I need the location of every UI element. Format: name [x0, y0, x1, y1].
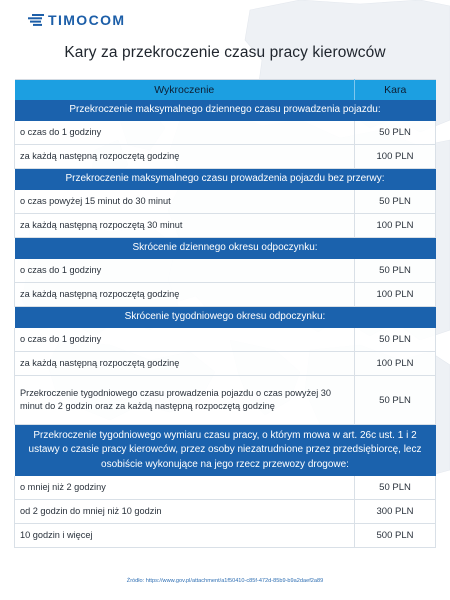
penalty-cell: 100 PLN — [354, 144, 436, 169]
offense-cell: o czas do 1 godziny — [14, 121, 355, 145]
table-row: o czas powyżej 15 minut do 30 minut 50 P… — [14, 190, 436, 214]
offense-cell: o mniej niż 2 godziny — [14, 476, 355, 500]
logo-text: TIMOCOM — [48, 12, 126, 28]
penalties-table: Wykroczenie Kara Przekroczenie maksymaln… — [14, 79, 436, 548]
table-row: za każdą następną rozpoczętą 30 minut 10… — [14, 213, 436, 238]
table-row: za każdą następną rozpoczętą godzinę 100… — [14, 282, 436, 307]
table-row: o mniej niż 2 godziny 50 PLN — [14, 476, 436, 500]
column-header-offense: Wykroczenie — [14, 79, 355, 100]
penalty-cell: 50 PLN — [354, 476, 436, 500]
section-heading-row: Przekroczenie maksymalnego dziennego cza… — [14, 100, 436, 121]
offense-cell: za każdą następną rozpoczętą godzinę — [14, 282, 355, 307]
section-heading: Przekroczenie maksymalnego czasu prowadz… — [14, 168, 436, 190]
table-row: o czas do 1 godziny 50 PLN — [14, 259, 436, 283]
penalty-cell: 100 PLN — [354, 282, 436, 307]
table-row: za każdą następną rozpoczętą godzinę 100… — [14, 144, 436, 169]
penalty-cell: 50 PLN — [354, 328, 436, 352]
penalty-cell: 100 PLN — [354, 351, 436, 376]
offense-cell: 10 godzin i więcej — [14, 523, 355, 548]
penalty-cell: 50 PLN — [354, 190, 436, 214]
logo-lines-icon — [28, 14, 44, 26]
offense-cell: za każdą następną rozpoczętą 30 minut — [14, 213, 355, 238]
offense-cell: Przekroczenie tygodniowego czasu prowadz… — [14, 375, 355, 425]
table-row: za każdą następną rozpoczętą godzinę 100… — [14, 351, 436, 376]
timocom-logo: TIMOCOM — [28, 13, 125, 27]
section-heading: Skrócenie tygodniowego okresu odpoczynku… — [14, 306, 436, 328]
section-heading-row: Przekroczenie tygodniowego wymiaru czasu… — [14, 424, 436, 476]
section-heading-row: Skrócenie tygodniowego okresu odpoczynku… — [14, 306, 436, 328]
section-heading: Przekroczenie tygodniowego wymiaru czasu… — [14, 424, 436, 476]
penalty-cell: 50 PLN — [354, 375, 436, 425]
table-row: o czas do 1 godziny 50 PLN — [14, 328, 436, 352]
section-heading: Skrócenie dziennego okresu odpoczynku: — [14, 237, 436, 259]
table-row: o czas do 1 godziny 50 PLN — [14, 121, 436, 145]
offense-cell: o czas do 1 godziny — [14, 328, 355, 352]
penalty-cell: 50 PLN — [354, 259, 436, 283]
penalty-cell: 100 PLN — [354, 213, 436, 238]
offense-cell: o czas do 1 godziny — [14, 259, 355, 283]
source-link[interactable]: Źródło: https://www.gov.pl/attachment/a1… — [126, 578, 324, 584]
table-row: od 2 godzin do mniej niż 10 godzin 300 P… — [14, 499, 436, 524]
table-row: Przekroczenie tygodniowego czasu prowadz… — [14, 375, 436, 425]
offense-cell: za każdą następną rozpoczętą godzinę — [14, 351, 355, 376]
page-title: Kary za przekroczenie czasu pracy kierow… — [64, 44, 386, 61]
penalty-cell: 50 PLN — [354, 121, 436, 145]
section-heading-row: Przekroczenie maksymalnego czasu prowadz… — [14, 168, 436, 190]
penalty-cell: 300 PLN — [354, 499, 436, 524]
offense-cell: od 2 godzin do mniej niż 10 godzin — [14, 499, 355, 524]
penalty-cell: 500 PLN — [354, 523, 436, 548]
section-heading-row: Skrócenie dziennego okresu odpoczynku: — [14, 237, 436, 259]
offense-cell: o czas powyżej 15 minut do 30 minut — [14, 190, 355, 214]
offense-cell: za każdą następną rozpoczętą godzinę — [14, 144, 355, 169]
column-header-penalty: Kara — [354, 79, 436, 100]
table-header-row: Wykroczenie Kara — [14, 79, 436, 100]
table-row: 10 godzin i więcej 500 PLN — [14, 523, 436, 548]
section-heading: Przekroczenie maksymalnego dziennego cza… — [14, 100, 436, 121]
